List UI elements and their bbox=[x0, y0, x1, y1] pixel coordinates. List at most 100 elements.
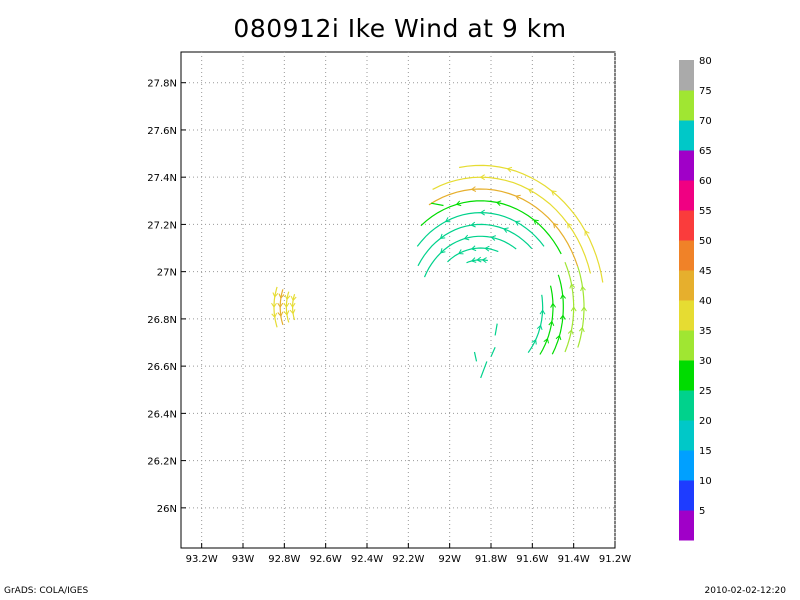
colorbar-label: 60 bbox=[699, 176, 712, 187]
x-tick-label: 92.4W bbox=[351, 554, 383, 565]
wind-streamline bbox=[428, 188, 579, 267]
y-tick-label: 27.8N bbox=[147, 79, 177, 90]
wind-arrowhead bbox=[444, 217, 451, 223]
wind-arrowhead bbox=[584, 230, 590, 236]
wind-arrowhead bbox=[476, 256, 482, 263]
grid-lines bbox=[181, 52, 616, 548]
wind-arrowhead bbox=[455, 200, 462, 207]
plot-frame bbox=[180, 51, 616, 549]
wind-vectors bbox=[271, 164, 604, 379]
colorbar-label: 80 bbox=[699, 56, 712, 67]
wind-streamline bbox=[423, 235, 517, 278]
wind-arrowhead bbox=[533, 219, 539, 225]
colorbar-label: 70 bbox=[699, 116, 712, 127]
wind-arrowhead bbox=[569, 283, 576, 289]
colorbar-label: 55 bbox=[699, 206, 712, 217]
colorbar: 5 10 15 20 25 30 35 40 45 50 55 60 65 70 75 80 bbox=[679, 56, 712, 541]
wind-arrowhead bbox=[580, 285, 586, 292]
wind-arrowhead bbox=[470, 221, 476, 228]
y-tick-label: 27N bbox=[157, 268, 177, 279]
wind-vector bbox=[473, 351, 478, 362]
wind-arrowhead bbox=[470, 257, 477, 263]
footer-timestamp: 2010-02-02-12:20 bbox=[704, 586, 787, 596]
wind-arrowhead bbox=[463, 234, 470, 241]
colorbar-label: 75 bbox=[699, 86, 712, 97]
wind-vector bbox=[430, 202, 444, 207]
colorbar-swatch bbox=[679, 180, 694, 211]
wind-arrowhead bbox=[567, 222, 573, 229]
wind-streamline bbox=[564, 261, 575, 353]
wind-arrowhead bbox=[578, 326, 585, 333]
y-tick-label: 26.2N bbox=[147, 457, 177, 468]
wind-arrowhead bbox=[484, 245, 490, 252]
colorbar-swatch bbox=[679, 240, 694, 271]
wind-arrowhead bbox=[559, 314, 566, 320]
wind-arrowhead bbox=[581, 306, 587, 312]
x-tick-label: 91.8W bbox=[475, 554, 507, 565]
x-tick-label: 92.6W bbox=[310, 554, 342, 565]
x-tick-label: 93W bbox=[232, 554, 255, 565]
colorbar-label: 15 bbox=[699, 446, 712, 457]
wind-streamline bbox=[527, 294, 544, 353]
wind-arrowhead bbox=[495, 200, 502, 207]
colorbar-label: 40 bbox=[699, 296, 712, 307]
colorbar-swatch bbox=[679, 450, 694, 481]
colorbar-swatch bbox=[679, 90, 694, 121]
wind-arrowhead bbox=[527, 188, 534, 194]
colorbar-label: 30 bbox=[699, 356, 712, 367]
colorbar-swatch bbox=[679, 330, 694, 361]
chart-title: 080912i Ike Wind at 9 km bbox=[233, 14, 567, 43]
wind-arrowhead bbox=[490, 235, 496, 241]
colorbar-label: 25 bbox=[699, 386, 712, 397]
wind-arrowhead bbox=[271, 312, 278, 319]
y-tick-label: 26.8N bbox=[147, 315, 177, 326]
wind-streamline bbox=[432, 176, 592, 274]
wind-vector bbox=[490, 346, 496, 357]
wind-arrowhead bbox=[289, 302, 296, 309]
wind-arrowhead bbox=[283, 302, 290, 309]
wind-arrowhead bbox=[457, 249, 464, 255]
colorbar-label: 10 bbox=[699, 476, 712, 487]
wind-arrowhead bbox=[567, 329, 574, 335]
colorbar-label: 50 bbox=[699, 236, 712, 247]
wind-arrowhead bbox=[479, 174, 485, 181]
wind-arrowhead bbox=[481, 257, 487, 264]
wind-arrowhead bbox=[272, 292, 279, 298]
x-tick-label: 92W bbox=[438, 554, 461, 565]
wind-arrowhead bbox=[514, 220, 521, 226]
x-tick-label: 91.4W bbox=[558, 554, 590, 565]
wind-arrowhead bbox=[555, 334, 562, 341]
colorbar-swatch bbox=[679, 510, 694, 541]
y-tick-label: 26.4N bbox=[147, 409, 177, 420]
wind-arrowhead bbox=[277, 311, 284, 318]
wind-arrowhead bbox=[278, 293, 285, 300]
wind-arrowhead bbox=[551, 190, 557, 196]
colorbar-swatch bbox=[679, 420, 694, 451]
wind-arrowhead bbox=[284, 294, 291, 301]
wind-arrowhead bbox=[506, 166, 513, 173]
wind-arrowhead bbox=[553, 222, 559, 229]
wind-arrowhead bbox=[470, 245, 477, 252]
wind-arrowhead bbox=[271, 302, 277, 309]
colorbar-swatch bbox=[679, 300, 694, 331]
colorbar-swatch bbox=[679, 270, 694, 301]
colorbar-label: 20 bbox=[699, 416, 712, 427]
wind-arrowhead bbox=[440, 248, 446, 254]
colorbar-swatch bbox=[679, 480, 694, 511]
wind-arrowhead bbox=[290, 295, 297, 302]
colorbar-swatch bbox=[679, 120, 694, 151]
wind-arrowhead bbox=[539, 309, 546, 315]
colorbar-swatch bbox=[679, 210, 694, 241]
colorbar-swatch bbox=[679, 60, 694, 91]
wind-arrowhead bbox=[289, 309, 296, 315]
wind-streamline bbox=[577, 266, 585, 348]
wind-arrowhead bbox=[439, 233, 446, 239]
wind-arrowhead bbox=[531, 338, 537, 345]
wind-vector bbox=[494, 323, 498, 336]
wind-streamline bbox=[551, 274, 564, 355]
colorbar-swatch bbox=[679, 360, 694, 391]
x-tick-label: 91.6W bbox=[516, 554, 548, 565]
wind-arrowhead bbox=[479, 209, 485, 216]
wind-arrowhead bbox=[550, 302, 557, 308]
